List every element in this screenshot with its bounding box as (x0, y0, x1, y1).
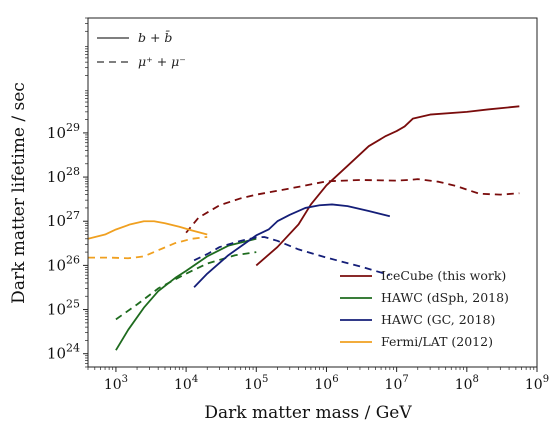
series-line-hawc-dsph-2018-dashed (115, 251, 257, 321)
style-legend-label: μ⁺ + μ⁻ (138, 54, 186, 69)
x-tick-label: 104 (174, 374, 198, 393)
style-legend-label: b + b̄ (138, 29, 172, 45)
y-tick-label: 1026 (47, 253, 80, 274)
x-tick-label: 106 (314, 374, 338, 393)
legend-entry-hawc-dsph-2018: HAWC (dSph, 2018) (381, 290, 509, 305)
series-line-fermi-lat-2012-dashed (88, 236, 208, 260)
series-line-icecube-this-work-dashed (185, 178, 520, 234)
legend-entry-hawc-gc-2018: HAWC (GC, 2018) (381, 312, 495, 327)
series-line-hawc-gc-2018-dashed (193, 236, 391, 277)
series-line-fermi-lat-2012-solid (88, 220, 208, 240)
y-tick-label: 1024 (47, 342, 80, 363)
series-line-icecube-this-work-solid (255, 105, 520, 267)
x-tick-label: 109 (525, 374, 549, 393)
plot-frame (87, 17, 538, 368)
series-group (88, 105, 520, 351)
series-line-hawc-gc-2018-solid (193, 203, 391, 288)
x-tick-label: 108 (455, 374, 479, 393)
style-legend: b + b̄ μ⁺ + μ⁻ (97, 29, 186, 69)
axes: 103 104 105 106 107 108 109 1024 1025 1026 1027 102… (47, 17, 549, 393)
y-axis-label: Dark matter lifetime / sec (9, 82, 29, 304)
y-tick-label: 1027 (47, 209, 80, 230)
legend: b + b̄ μ⁺ + μ⁻ IceCube (this work) HAWC (dS… (97, 29, 509, 349)
x-tick-label: 103 (104, 374, 128, 393)
x-tick-label: 105 (244, 374, 268, 393)
legend-entry-icecube-this-work: IceCube (this work) (381, 268, 506, 283)
plot-area (88, 105, 520, 351)
y-tick-label: 1028 (47, 165, 80, 186)
y-tick-label: 1029 (47, 121, 80, 142)
y-tick-label: 1025 (47, 298, 80, 319)
x-axis-label: Dark matter mass / GeV (204, 403, 412, 423)
series-line-hawc-dsph-2018-solid (115, 237, 257, 351)
x-tick-label: 107 (385, 374, 409, 393)
legend-entry-fermi-lat-2012: Fermi/LAT (2012) (381, 334, 493, 349)
